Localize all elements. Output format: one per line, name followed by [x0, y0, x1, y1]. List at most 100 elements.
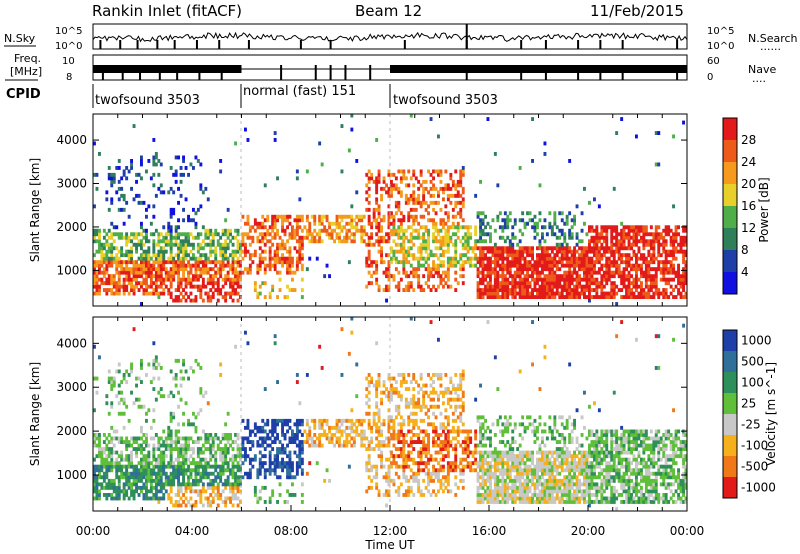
power-cell	[375, 225, 379, 230]
velocity-cell	[248, 429, 252, 434]
power-cell	[362, 214, 366, 219]
velocity-cell	[335, 429, 339, 434]
velocity-cell	[201, 468, 205, 473]
velocity-cell	[402, 461, 406, 466]
velocity-cell	[214, 461, 218, 466]
power-cell	[194, 225, 198, 230]
power-cell	[612, 281, 616, 286]
power-cell	[612, 260, 616, 265]
velocity-cell	[182, 468, 185, 473]
power-cell	[147, 246, 151, 251]
velocity-cell	[122, 397, 126, 402]
power-cell	[157, 267, 161, 272]
power-cell	[437, 239, 440, 244]
power-cell	[214, 228, 218, 233]
velocity-cell	[390, 433, 393, 437]
power-cell	[464, 239, 468, 244]
power-cell	[404, 235, 408, 240]
velocity-cell	[377, 411, 381, 416]
power-cell	[501, 235, 505, 240]
velocity-cell	[132, 327, 136, 332]
power-cell	[649, 260, 653, 265]
power-cell	[677, 225, 680, 230]
power-cell	[553, 221, 557, 226]
velocity-cell	[239, 482, 242, 487]
power-cell	[442, 190, 445, 195]
power-cell	[246, 214, 250, 219]
velocity-cell	[236, 496, 240, 501]
power-cell	[607, 277, 611, 282]
velocity-cell	[117, 485, 121, 490]
velocity-cell	[196, 362, 200, 367]
velocity-cell	[325, 418, 329, 423]
power-cell	[154, 281, 158, 286]
power-cell	[600, 246, 604, 251]
power-cell	[253, 253, 257, 258]
power-cell	[449, 176, 453, 181]
power-cell	[107, 274, 111, 279]
freq-unit-label: [MHz]	[10, 65, 42, 78]
power-cell	[664, 270, 668, 275]
velocity-cell	[320, 443, 324, 448]
power-cell	[427, 169, 430, 174]
velocity-cell	[377, 443, 381, 448]
velocity-cell	[147, 471, 151, 476]
power-cell	[130, 267, 133, 272]
power-cell	[380, 235, 383, 240]
velocity-cell	[345, 440, 349, 444]
power-cell	[501, 246, 505, 251]
velocity-cell	[258, 464, 262, 469]
velocity-cell	[256, 471, 260, 476]
power-cell	[625, 288, 628, 292]
power-cell	[394, 260, 398, 265]
velocity-cell	[291, 464, 294, 469]
power-cell	[399, 235, 403, 240]
power-cell	[397, 281, 401, 286]
power-cell	[258, 260, 262, 265]
power-cell	[545, 288, 549, 292]
power-cell	[486, 281, 490, 286]
power-cell	[105, 256, 109, 261]
power-cell	[281, 260, 284, 265]
power-cell	[320, 228, 324, 233]
power-cell	[644, 281, 648, 286]
velocity-cell	[308, 436, 312, 441]
power-cell	[575, 274, 579, 279]
power-cell	[177, 200, 180, 205]
velocity-cell	[130, 454, 133, 459]
velocity-cell	[102, 450, 106, 455]
power-cell	[439, 186, 443, 191]
power-cell	[588, 284, 591, 289]
velocity-cell	[177, 447, 180, 451]
power-cell	[117, 235, 121, 240]
power-cell	[469, 235, 473, 240]
power-cell	[397, 260, 401, 265]
power-cell	[523, 284, 527, 289]
velocity-cell	[305, 471, 309, 476]
power-cell	[154, 267, 158, 272]
velocity-cell	[362, 436, 366, 441]
velocity-cell	[293, 450, 297, 455]
power-cell	[466, 242, 470, 247]
power-cell	[541, 263, 544, 268]
power-cell	[479, 270, 482, 275]
power-cell	[387, 263, 391, 268]
velocity-cell	[152, 450, 156, 455]
power-cell	[489, 277, 492, 282]
power-cell	[192, 218, 195, 223]
power-cell	[184, 232, 188, 237]
power-cell	[496, 277, 500, 282]
power-cell	[481, 274, 485, 279]
power-cell	[625, 291, 628, 296]
power-cell	[672, 295, 675, 299]
power-cell	[189, 298, 193, 303]
power-cell	[177, 253, 180, 258]
velocity-cell	[281, 425, 284, 430]
power-cell	[98, 152, 101, 156]
power-cell	[664, 291, 668, 296]
power-cell	[506, 267, 510, 272]
power-cell	[105, 249, 109, 254]
velocity-cell	[179, 447, 183, 451]
power-cell	[226, 207, 230, 212]
velocity-cell	[102, 457, 106, 462]
